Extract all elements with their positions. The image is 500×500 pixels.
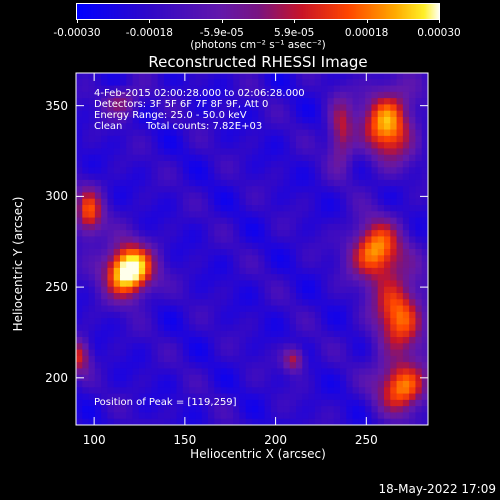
detectors-label: Detectors: 3F 5F 6F 7F 8F 9F, Att 0: [94, 99, 269, 110]
x-tick-label: 250: [354, 433, 378, 447]
y-tick-label: 200: [45, 370, 68, 385]
render-timestamp: 18-May-2022 17:09: [378, 482, 496, 496]
colorbar: [76, 3, 440, 20]
chart-title: Reconstructed RHESSI Image: [148, 53, 368, 71]
time-range-label: 4-Feb-2015 02:00:28.000 to 02:06:28.000: [94, 88, 305, 99]
colorbar-tick-mark: [77, 19, 78, 23]
colorbar-tick-mark: [149, 19, 151, 23]
y-tick-label: 250: [45, 280, 68, 295]
plot-frame: [75, 72, 429, 426]
colorbar-unit: (photons cm⁻² s⁻¹ asec⁻²): [190, 39, 326, 51]
y-tick-label: 300: [45, 189, 68, 204]
x-axis-label: Heliocentric X (arcsec): [190, 447, 326, 461]
x-tick-label: 100: [82, 433, 106, 447]
total-counts-label: Total counts: 7.82E+03: [146, 121, 263, 132]
colorbar-tick-label: 0.00030: [417, 27, 461, 39]
x-tick-label: 150: [173, 433, 197, 447]
heatmap-cells: [76, 73, 429, 426]
peak-position-label: Position of Peak = [119,259]: [94, 397, 237, 408]
energy-range-label: Energy Range: 25.0 - 50.0 keV: [94, 110, 247, 121]
colorbar-tick-mark: [439, 19, 440, 23]
y-tick-label: 350: [45, 98, 68, 113]
colorbar-tick-label: -5.9e-05: [199, 27, 244, 39]
colorbar-tick-label: -0.00030: [53, 27, 101, 39]
colorbar-tick-label: 5.9e-05: [274, 27, 315, 39]
x-tick-label: 200: [264, 433, 288, 447]
colorbar-tick-mark: [294, 19, 296, 23]
y-axis-label: Heliocentric Y (arcsec): [11, 196, 25, 332]
method-label: Clean: [94, 121, 123, 132]
colorbar-tick-label: -0.00018: [125, 27, 173, 39]
colorbar-tick-mark: [366, 19, 368, 23]
colorbar-tick-label: 0.00018: [344, 27, 389, 39]
colorbar-tick-mark: [221, 19, 223, 23]
